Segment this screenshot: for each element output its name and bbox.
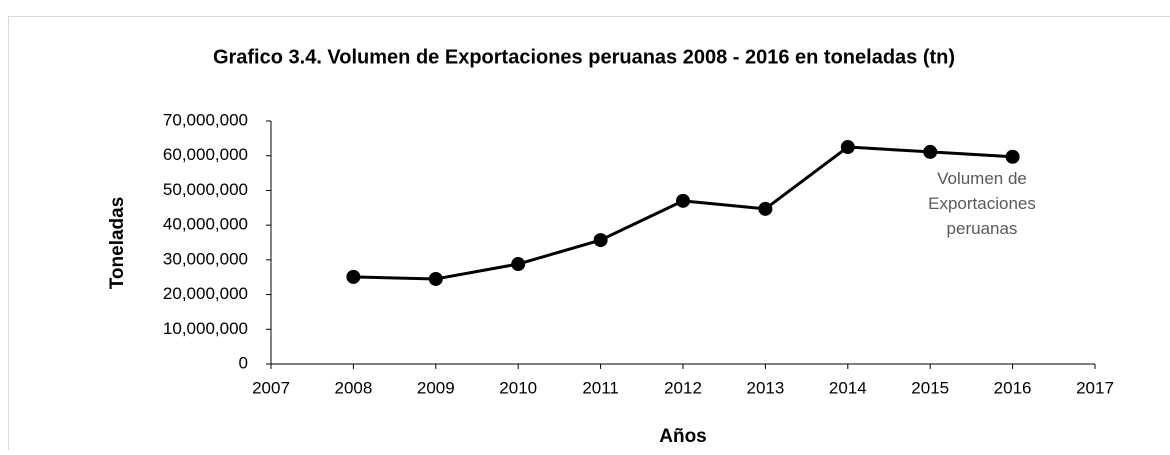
x-tick-label: 2010 (499, 378, 537, 397)
y-tick-label: 0 (239, 353, 248, 372)
x-tick-label: 2007 (252, 378, 290, 397)
y-tick-label: 70,000,000 (163, 110, 248, 129)
chart-title: Grafico 3.4. Volumen de Exportaciones pe… (213, 46, 955, 68)
series-label: Volumen de Exportaciones peruanas (900, 166, 1064, 241)
y-tick-label: 30,000,000 (163, 249, 248, 268)
y-tick-label: 50,000,000 (163, 180, 248, 199)
x-axis-label: Años (659, 426, 707, 447)
x-tick-label: 2008 (334, 378, 372, 397)
marker (841, 140, 855, 154)
y-tick-label: 10,000,000 (163, 319, 248, 338)
x-tick-label: 2017 (1076, 378, 1114, 397)
marker (758, 202, 772, 216)
x-tick-label: 2016 (994, 378, 1032, 397)
y-tick-label: 40,000,000 (163, 215, 248, 234)
marker (1006, 150, 1020, 164)
marker (346, 270, 360, 284)
x-tick-label: 2011 (582, 378, 619, 397)
marker (923, 145, 937, 159)
y-tick-label: 20,000,000 (163, 284, 248, 303)
marker (429, 272, 443, 286)
x-tick-label: 2013 (746, 378, 784, 397)
x-tick-label: 2009 (417, 378, 455, 397)
y-axis-label: Toneladas (107, 197, 128, 290)
x-tick-label: 2012 (664, 378, 702, 397)
marker (594, 233, 608, 247)
x-tick-label: 2015 (911, 378, 949, 397)
x-tick-label: 2014 (829, 378, 867, 397)
marker (676, 194, 690, 208)
y-tick-label: 60,000,000 (163, 145, 248, 164)
marker (511, 257, 525, 271)
